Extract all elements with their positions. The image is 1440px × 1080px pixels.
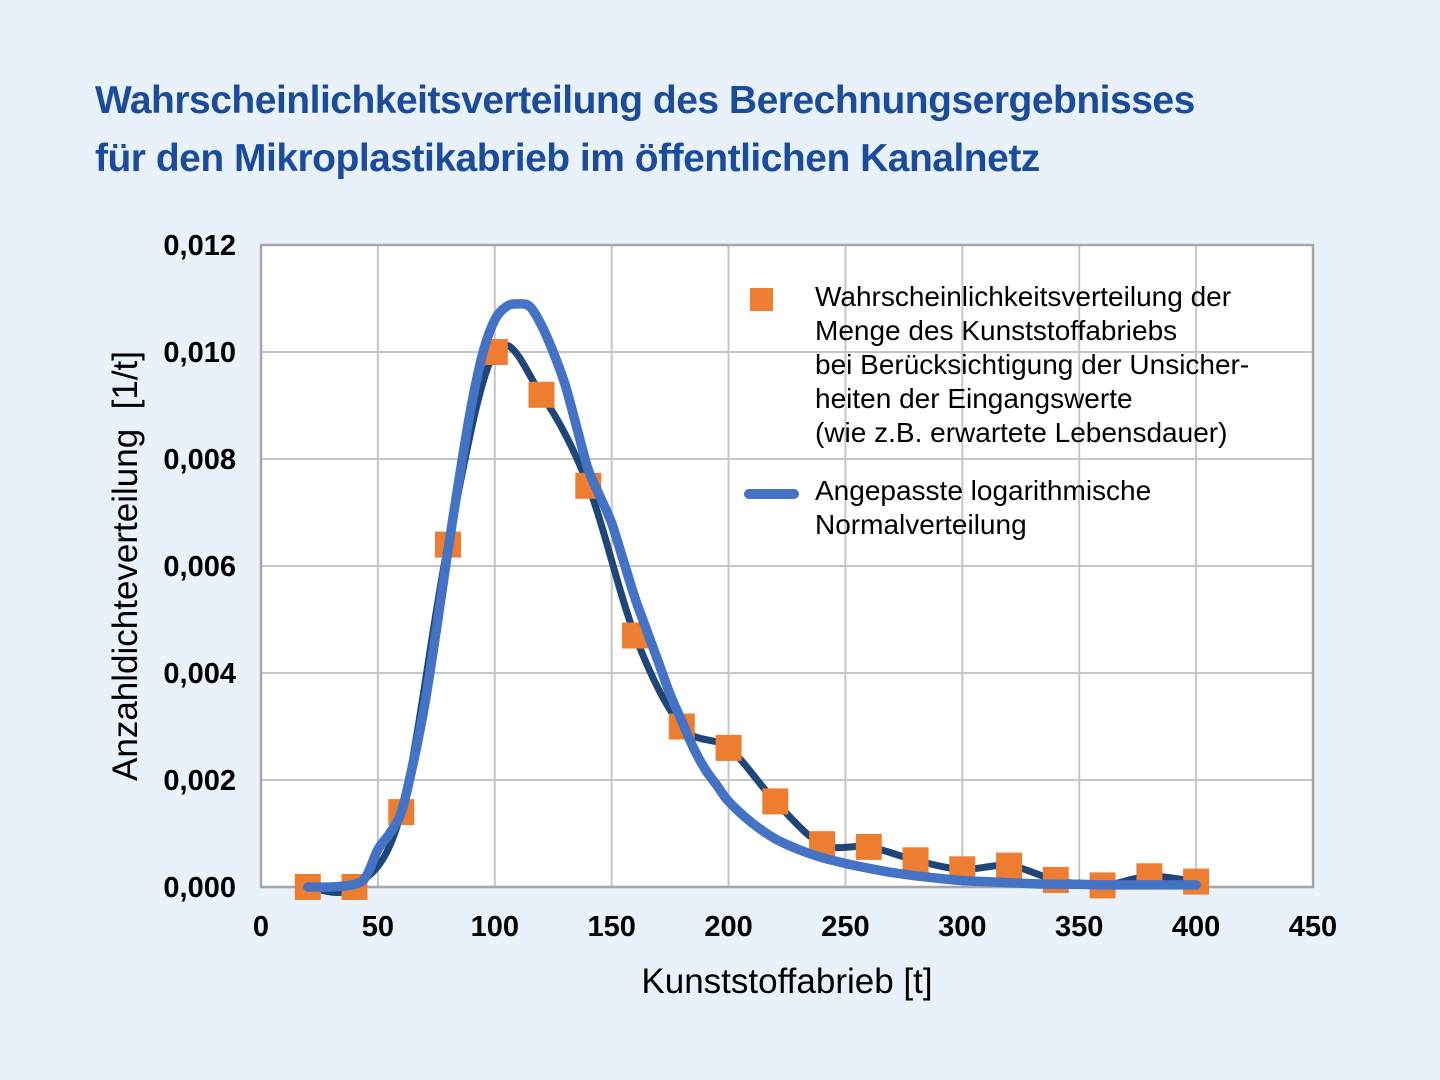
data-marker	[855, 833, 882, 860]
y-tick-label: 0,012	[163, 230, 236, 262]
legend-scatter-label: Wahrscheinlichkeitsverteilung der Menge …	[815, 280, 1249, 450]
data-marker	[996, 852, 1023, 879]
data-marker	[902, 847, 929, 874]
page-title-line1: Wahrscheinlichkeitsverteilung des Berech…	[95, 79, 1195, 122]
y-tick-label: 0,006	[163, 551, 236, 583]
data-marker	[762, 788, 789, 815]
data-marker	[715, 734, 742, 761]
fit-curve	[303, 299, 1201, 892]
y-tick-label: 0,004	[163, 658, 236, 690]
page-title: Wahrscheinlichkeitsverteilung des Berech…	[95, 72, 1195, 188]
y-axis-title: Anzahldichteverteilung [1/t]	[106, 351, 145, 781]
legend-fit-label-line: Normalverteilung	[815, 509, 1027, 540]
legend-scatter-label-line: bei Berücksichtigung der Unsicher-	[815, 349, 1250, 380]
x-tick-label: 0	[253, 911, 269, 943]
x-tick-label: 300	[938, 911, 986, 943]
x-tick-label: 250	[821, 911, 869, 943]
y-tick-label: 0,000	[163, 872, 236, 904]
data-marker	[528, 381, 555, 408]
legend-scatter-label-line: (wie z.B. erwartete Lebensdauer)	[815, 417, 1228, 448]
x-axis-title: Kunststoffabrieb [t]	[641, 962, 933, 1001]
legend-scatter-label-line: Wahrscheinlichkeitsverteilung der	[815, 281, 1232, 312]
x-tick-label: 450	[1289, 911, 1337, 943]
x-tick-label: 400	[1172, 911, 1220, 943]
x-tick-label: 350	[1055, 911, 1103, 943]
page-title-line2: für den Mikroplastikabrieb im öffentlich…	[95, 137, 1040, 180]
legend-fit-label: Angepasste logarithmische Normalverteilu…	[815, 474, 1151, 542]
y-tick-label: 0,010	[163, 337, 236, 369]
legend-scatter-swatch-icon	[750, 288, 773, 311]
legend-fit-swatch-icon	[744, 489, 799, 499]
plot-border	[259, 243, 1315, 889]
legend-scatter-label-line: Menge des Kunststoffabriebs	[815, 315, 1178, 346]
legend-scatter-label-line: heiten der Eingangswerte	[815, 383, 1133, 414]
x-tick-label: 100	[471, 911, 519, 943]
x-tick-label: 150	[588, 911, 636, 943]
legend-fit-label-line: Angepasste logarithmische	[815, 475, 1152, 506]
y-tick-label: 0,008	[163, 444, 236, 476]
x-tick-label: 200	[704, 911, 752, 943]
x-tick-label: 50	[362, 911, 394, 943]
y-tick-label: 0,002	[163, 765, 236, 797]
